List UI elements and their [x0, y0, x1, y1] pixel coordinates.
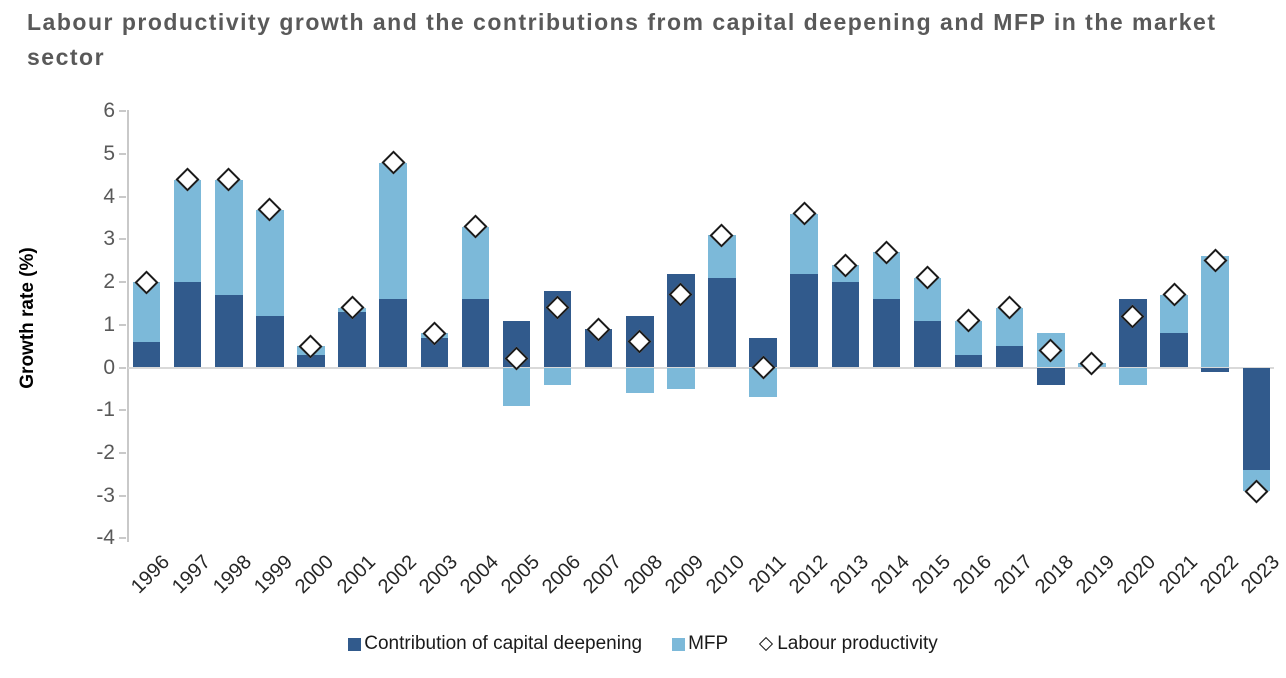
x-label-1996: 1996	[127, 551, 175, 599]
x-label-1999: 1999	[250, 551, 298, 599]
y-tick-1	[119, 323, 126, 326]
x-label-2006: 2006	[538, 551, 586, 599]
bar-segment-mfp-2004	[461, 226, 490, 300]
y-tick-label-5: 5	[103, 142, 115, 165]
legend-item-mfp: MFP	[672, 633, 728, 655]
x-label-2007: 2007	[579, 551, 627, 599]
capital-deepening-swatch-icon	[348, 637, 362, 651]
bar-segment-mfp-2006	[543, 367, 572, 385]
x-label-2023: 2023	[1236, 551, 1284, 599]
bar-segment-mfp-1997	[173, 179, 202, 283]
mfp-swatch-icon	[672, 637, 686, 651]
zero-gridline	[128, 366, 1274, 369]
y-axis-line	[126, 110, 129, 542]
x-label-2010: 2010	[702, 551, 750, 599]
y-tick-5	[119, 153, 126, 155]
y-tick-label-6: 6	[103, 99, 115, 123]
y-tick-3	[119, 238, 126, 241]
x-label-1997: 1997	[168, 551, 216, 599]
legend-label-labour-productivity: Labour productivity	[777, 633, 938, 654]
y-tick--2	[119, 451, 126, 454]
y-tick-label-2: 2	[103, 270, 115, 294]
legend-item-labour-productivity: Labour productivity	[758, 633, 938, 655]
x-label-2008: 2008	[620, 551, 668, 599]
legend: Contribution of capital deepening MFP La…	[0, 633, 1286, 655]
diamond-marker-icon	[759, 636, 774, 652]
bar-segment-capital-2013	[831, 282, 859, 368]
bar-segment-capital-2021	[1160, 333, 1188, 368]
x-label-2000: 2000	[291, 551, 339, 599]
x-label-2005: 2005	[496, 551, 545, 599]
bar-segment-capital-2023	[1242, 367, 1270, 470]
y-tick-label--3: -3	[96, 483, 115, 507]
y-tick--1	[119, 409, 126, 412]
x-label-2002: 2002	[373, 551, 421, 599]
x-label-2001: 2001	[332, 551, 380, 599]
y-tick--4	[119, 537, 126, 540]
x-label-2012: 2012	[784, 551, 832, 599]
bar-segment-mfp-2002	[379, 162, 407, 300]
y-tick-2	[119, 281, 126, 284]
bar-segment-capital-2015	[913, 320, 942, 368]
x-label-2018: 2018	[1031, 551, 1079, 599]
y-tick-label-4: 4	[103, 184, 115, 208]
y-tick--3	[119, 494, 126, 497]
legend-label-capital-deepening: Contribution of capital deepening	[364, 633, 643, 654]
legend-item-capital-deepening: Contribution of capital deepening	[348, 633, 642, 655]
x-label-2019: 2019	[1072, 551, 1120, 599]
x-label-2016: 2016	[949, 551, 997, 599]
y-axis-title: Growth rate (%)	[17, 247, 38, 389]
x-label-2021: 2021	[1154, 551, 1202, 599]
bar-segment-capital-1999	[256, 316, 284, 368]
x-label-1998: 1998	[209, 551, 257, 599]
bar-segment-mfp-2008	[626, 367, 654, 394]
y-tick-label--2: -2	[96, 440, 115, 464]
x-label-2011: 2011	[744, 551, 791, 597]
x-label-2014: 2014	[866, 551, 914, 599]
bar-segment-capital-2018	[1037, 367, 1065, 385]
x-label-2003: 2003	[414, 551, 462, 599]
bar-segment-capital-2010	[708, 277, 736, 368]
bar-segment-capital-2017	[995, 346, 1024, 368]
bar-segment-mfp-2022	[1201, 256, 1229, 368]
bar-segment-mfp-2020	[1119, 367, 1147, 385]
bar-segment-capital-2012	[790, 273, 818, 368]
bar-segment-capital-2000	[297, 354, 325, 368]
x-label-2015: 2015	[907, 551, 956, 599]
bar-segment-capital-2004	[461, 299, 490, 368]
y-tick-4	[119, 195, 126, 198]
x-label-2017: 2017	[990, 551, 1038, 599]
bar-segment-mfp-1998	[215, 179, 243, 295]
bar-segment-capital-2016	[954, 354, 983, 368]
y-tick-6	[119, 110, 126, 113]
x-label-2020: 2020	[1113, 551, 1161, 599]
bar-segment-capital-2002	[379, 299, 407, 368]
labour-productivity-diamond-2019	[1079, 351, 1104, 376]
bar-segment-capital-1997	[173, 282, 202, 368]
x-label-2009: 2009	[661, 551, 709, 599]
y-tick-label-3: 3	[103, 227, 115, 251]
bar-segment-mfp-2009	[667, 367, 695, 389]
x-label-2004: 2004	[455, 551, 503, 599]
bar-segment-capital-2014	[872, 299, 901, 368]
bar-segment-capital-2001	[338, 311, 366, 368]
legend-label-mfp: MFP	[688, 633, 729, 654]
y-tick-label--4: -4	[96, 526, 115, 550]
chart-title: Labour productivity growth and the contr…	[27, 9, 1217, 70]
x-label-2013: 2013	[825, 551, 873, 599]
bar-segment-mfp-1999	[256, 209, 284, 317]
bar-segment-capital-1996	[132, 341, 161, 368]
bar-segment-capital-1998	[215, 294, 243, 368]
bar-segment-capital-2022	[1201, 367, 1229, 372]
y-tick-label-1: 1	[103, 312, 115, 336]
x-label-2022: 2022	[1195, 551, 1243, 599]
y-tick-label--1: -1	[96, 398, 115, 422]
bar-segment-mfp-2005	[502, 367, 531, 406]
y-tick-0	[119, 366, 126, 369]
y-tick-label-0: 0	[103, 355, 115, 379]
